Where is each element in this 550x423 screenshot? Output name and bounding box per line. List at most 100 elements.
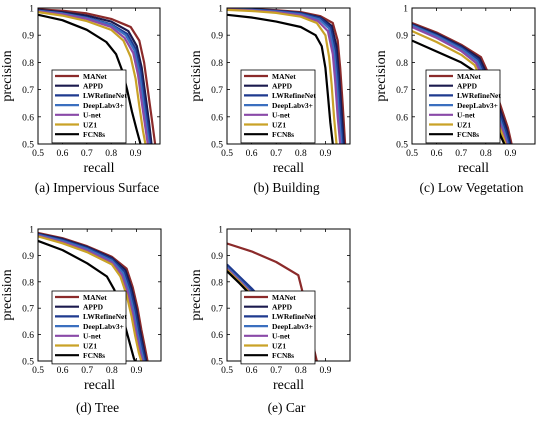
legend-label: LWRefineNet xyxy=(272,312,316,321)
x-tick-label: 0.8 xyxy=(480,149,492,159)
series-line-appd xyxy=(412,23,512,144)
y-tick-label: 0.5 xyxy=(22,141,34,151)
legend: MANetAPPDLWRefineNetDeepLabv3+U-netUZ1FC… xyxy=(51,69,127,144)
x-axis-label: recall xyxy=(273,378,304,393)
y-tick-label: 0.5 xyxy=(22,358,34,368)
plot-frame xyxy=(226,7,351,145)
y-axis-label: precision xyxy=(189,269,204,320)
plot-frame xyxy=(411,7,536,145)
x-tick-label: 0.6 xyxy=(431,149,443,159)
legend-label: DeepLabv3+ xyxy=(83,101,124,110)
y-axis-label: precision xyxy=(189,50,204,101)
x-tick-label: 0.5 xyxy=(221,149,233,159)
x-tick-label: 0.9 xyxy=(504,149,516,159)
x-tick-label: 0.9 xyxy=(319,366,331,376)
y-tick-label: 0.7 xyxy=(211,86,223,96)
series-line-u-net xyxy=(38,10,149,144)
legend-label: FCN8s xyxy=(457,130,479,139)
legend-label: DeepLabv3+ xyxy=(83,322,124,331)
legend-label: FCN8s xyxy=(83,351,105,360)
chart-panel-3: 0.5 0.6 0.7 0.8 0.9 0.5 0.6 0.7 0.8 0.9 1 MANetAPPD… xyxy=(0,226,162,415)
chart-panel-0: 0.5 0.6 0.7 0.8 0.9 0.5 0.6 0.7 0.8 0.9 1 MANetAPPD… xyxy=(0,5,161,195)
y-tick-label: 0.7 xyxy=(22,86,34,96)
legend: MANetAPPDLWRefineNetDeepLabv3+U-netUZ1FC… xyxy=(425,69,501,144)
y-tick-label: 0.9 xyxy=(22,32,34,42)
legend-label: U-net xyxy=(83,332,101,341)
x-tick-label: 0.5 xyxy=(32,149,44,159)
panel-caption: (b) Building xyxy=(253,180,320,195)
y-tick-label: 0.6 xyxy=(22,331,34,341)
legend-label: APPD xyxy=(457,82,478,91)
panel-caption: (c) Low Vegetation xyxy=(420,180,524,195)
legend-box xyxy=(240,69,316,144)
x-axis-label: recall xyxy=(84,378,115,393)
y-tick-label: 1 xyxy=(29,5,34,15)
series-group xyxy=(38,8,157,144)
series-line-appd xyxy=(38,8,153,144)
legend-label: APPD xyxy=(272,82,293,91)
y-tick-label: 0.5 xyxy=(396,141,408,151)
legend-label: MANet xyxy=(83,293,107,302)
x-tick-label: 0.6 xyxy=(246,149,258,159)
y-tick-label: 0.6 xyxy=(211,331,223,341)
plot-frame xyxy=(37,7,161,145)
y-tick-label: 1 xyxy=(403,5,408,15)
series-group xyxy=(227,8,347,144)
y-tick-label: 0.9 xyxy=(211,32,223,42)
x-axis-label: recall xyxy=(273,161,304,176)
legend-label: APPD xyxy=(272,303,293,312)
legend: MANetAPPDLWRefineNetDeepLabv3+U-netUZ1FC… xyxy=(240,290,316,365)
legend-label: APPD xyxy=(83,82,104,91)
y-tick-label: 0.5 xyxy=(211,358,223,368)
x-tick-label: 0.7 xyxy=(81,366,93,376)
y-tick-label: 0.8 xyxy=(211,59,223,69)
x-axis-label: recall xyxy=(83,161,114,176)
x-tick-label: 0.9 xyxy=(130,149,142,159)
y-tick-label: 0.9 xyxy=(211,252,223,262)
legend-label: APPD xyxy=(83,303,104,312)
legend-label: DeepLabv3+ xyxy=(272,101,313,110)
x-tick-label: 0.7 xyxy=(455,149,467,159)
legend-label: MANet xyxy=(457,72,481,81)
chart-panel-1: 0.5 0.6 0.7 0.8 0.9 0.5 0.6 0.7 0.8 0.9 1 MANetAPPD… xyxy=(189,5,351,195)
y-tick-label: 0.7 xyxy=(211,305,223,315)
y-axis-label: precision xyxy=(0,50,15,101)
legend-label: UZ1 xyxy=(272,341,286,350)
legend-label: UZ1 xyxy=(83,341,97,350)
y-tick-label: 0.8 xyxy=(22,278,34,288)
legend-label: DeepLabv3+ xyxy=(272,322,313,331)
x-tick-label: 0.9 xyxy=(130,366,142,376)
x-tick-label: 0.6 xyxy=(246,366,258,376)
legend-label: FCN8s xyxy=(272,351,294,360)
y-tick-label: 1 xyxy=(218,5,223,15)
y-tick-label: 0.5 xyxy=(211,141,223,151)
series-line-uz1 xyxy=(38,235,143,361)
panel-caption: (d) Tree xyxy=(76,400,119,415)
legend-label: MANet xyxy=(272,293,296,302)
series-line-uz1 xyxy=(38,11,147,144)
x-tick-label: 0.5 xyxy=(221,366,233,376)
legend-label: U-net xyxy=(272,111,290,120)
series-line-uz1 xyxy=(227,8,338,144)
y-tick-label: 0.8 xyxy=(211,278,223,288)
y-tick-label: 0.7 xyxy=(396,86,408,96)
legend-box xyxy=(240,290,316,365)
x-tick-label: 0.8 xyxy=(105,149,117,159)
chart-panel-4: 0.5 0.6 0.7 0.8 0.9 0.5 0.6 0.7 0.8 0.9 1 MANetAPPD… xyxy=(189,226,351,415)
x-tick-label: 0.6 xyxy=(56,149,68,159)
legend-box xyxy=(51,290,127,365)
legend-label: UZ1 xyxy=(457,120,471,129)
y-axis-label: precision xyxy=(0,269,15,320)
x-axis-label: recall xyxy=(458,161,489,176)
y-tick-label: 0.8 xyxy=(22,59,34,69)
x-tick-label: 0.5 xyxy=(406,149,418,159)
legend-label: DeepLabv3+ xyxy=(457,101,498,110)
legend-label: LWRefineNet xyxy=(272,91,316,100)
legend-label: FCN8s xyxy=(272,130,294,139)
y-tick-label: 0.8 xyxy=(396,59,408,69)
series-group xyxy=(38,231,149,361)
legend-label: U-net xyxy=(83,111,101,120)
panel-caption: (e) Car xyxy=(268,400,306,415)
series-line-deeplabv3- xyxy=(38,233,145,361)
